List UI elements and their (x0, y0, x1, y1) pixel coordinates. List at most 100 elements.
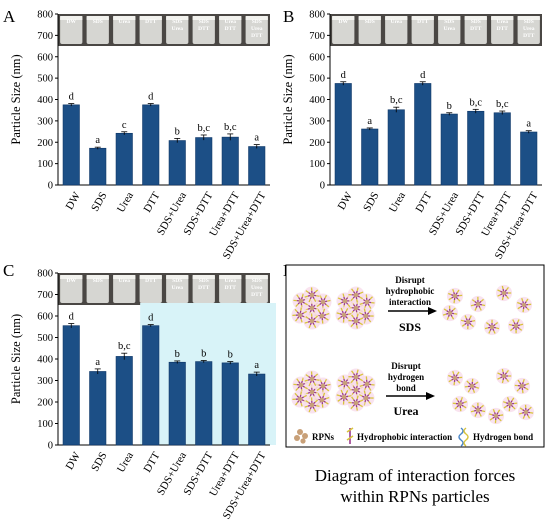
bar (387, 109, 405, 186)
nanoparticle-tip (501, 368, 504, 373)
vial-label: SDS (199, 19, 209, 25)
nanoparticle-core (342, 298, 348, 304)
vial-rim (219, 16, 242, 20)
nanoparticle-tip (506, 378, 510, 383)
vial-image (438, 16, 461, 44)
significance-letter: d (420, 70, 426, 81)
nanoparticle-tip (517, 319, 520, 323)
legend-hydrophobic: Hydrophobic interaction (357, 432, 452, 442)
vial-rim (113, 275, 136, 279)
nanoparticle-tip (475, 386, 480, 389)
nanoparticle-core (319, 313, 325, 319)
nanoparticle-tip (461, 323, 466, 327)
vial-image (60, 16, 83, 44)
significance-letter: b,c (118, 341, 131, 352)
nanoparticle-tip (479, 307, 482, 311)
nanoparticle-core (297, 312, 303, 318)
nanoparticle-tip (314, 315, 319, 319)
nanoparticle-tip (358, 394, 363, 397)
nanoparticle-tip (356, 407, 358, 411)
nanoparticle-tip (313, 324, 317, 328)
nanoparticle-tip (368, 305, 372, 309)
y-axis-title: Particle Size (nm) (281, 54, 295, 144)
nanoparticle-tip (518, 327, 523, 331)
nanoparticle-tip (488, 330, 491, 334)
nanoparticle-tip (368, 391, 372, 396)
nanoparticle-tip (324, 378, 328, 383)
nanoparticle-tip (457, 380, 461, 384)
significance-letter: b (175, 126, 180, 137)
category-label: DTT (141, 190, 162, 215)
nanoparticle-tip (363, 320, 366, 324)
nanoparticle-tip (368, 400, 372, 405)
bar (62, 325, 80, 446)
nanoparticle-tip (317, 393, 321, 397)
nanoparticle-tip (356, 325, 358, 329)
nanoparticle-core (475, 407, 481, 413)
vial-rim (166, 16, 189, 20)
nanoparticle-tip (522, 415, 526, 419)
nanoparticle-tip (340, 307, 343, 312)
nanoparticle-tip (446, 316, 450, 320)
nanoparticle (347, 368, 365, 386)
y-tick-label: 0 (320, 181, 325, 192)
nanoparticle-tip (301, 293, 304, 298)
nanoparticle-tip (463, 400, 468, 404)
vial-rim (358, 16, 381, 20)
nanoparticle-tip (368, 387, 372, 391)
nanoparticle-tip (313, 298, 317, 302)
vial-rim (60, 275, 83, 279)
nanoparticle-core (309, 305, 315, 311)
significance-letter: a (526, 119, 531, 130)
nanoparticle-tip (356, 369, 359, 374)
vial-label: Urea (251, 285, 263, 291)
nanoparticle-core (309, 292, 315, 298)
vial-label: SDS (444, 19, 454, 25)
bar (168, 361, 186, 446)
nanoparticle-core (523, 409, 529, 415)
diagram-caption-line-1: Diagram of interaction forces (314, 466, 516, 485)
nanoparticle-tip (451, 316, 455, 320)
nanoparticle-tip (456, 289, 460, 293)
bar (142, 104, 160, 186)
nanoparticle-tip (502, 401, 507, 404)
nanoparticle-tip (313, 408, 317, 412)
nanoparticle-tip (351, 288, 355, 292)
nanoparticle-tip (337, 297, 342, 300)
bar-chart-c: DW SDS Urea DTT SDSUreaSDSDTTUreaDTTSDSUreaD… (9, 269, 276, 521)
nanoparticle-tip (525, 298, 529, 302)
nanoparticle-tip (510, 328, 514, 332)
nanoparticle-tip (350, 379, 354, 384)
vial-rim (332, 16, 355, 20)
nanoparticle-tip (314, 399, 319, 403)
nanoparticle-tip (448, 374, 452, 378)
nanoparticle-tip (308, 382, 311, 387)
nanoparticle-core (353, 305, 359, 311)
vial-label: SDS (172, 278, 182, 284)
y-tick-label: 0 (48, 181, 53, 192)
nanoparticle (303, 286, 321, 304)
y-tick-label: 600 (37, 52, 53, 63)
nanoparticle-tip (316, 295, 320, 297)
vial-label: Urea (171, 285, 183, 291)
significance-letter: d (341, 70, 347, 81)
significance-letter: d (69, 92, 75, 103)
top-agent-label: SDS (399, 320, 421, 334)
y-tick-label: 400 (309, 95, 325, 106)
vial-image (245, 16, 268, 44)
nanoparticle-tip (516, 388, 520, 392)
nanoparticle-tip (356, 381, 358, 385)
bar (248, 373, 266, 446)
vial-image (113, 275, 136, 303)
nanoparticle-tip (489, 417, 494, 421)
nanoparticle-tip (337, 302, 342, 306)
significance-letter: b,c (469, 97, 482, 108)
significance-letter: b,c (224, 122, 237, 133)
y-tick-label: 100 (37, 419, 53, 430)
vial-label: SDS (93, 19, 103, 25)
nanoparticle-tip (512, 406, 516, 410)
nanoparticle-tip (351, 314, 355, 318)
vial-image (139, 16, 162, 44)
nanoparticle-tip (359, 291, 364, 294)
category-label: SDS (89, 190, 109, 213)
